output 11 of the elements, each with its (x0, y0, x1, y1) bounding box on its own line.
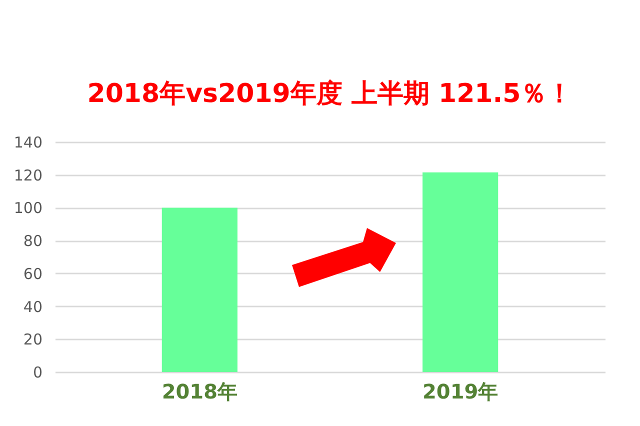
y-tick-label: 20 (23, 330, 42, 349)
y-tick-label: 40 (23, 298, 42, 316)
y-tick-label: 100 (14, 199, 42, 218)
y-tick-label: 0 (32, 364, 42, 382)
y-tick-label: 120 (14, 166, 42, 184)
y-tick-label: 60 (23, 264, 42, 283)
chart-title: 2018年vs2019年度 上半期 121.5％！ (87, 79, 573, 109)
x-tick-label: 2018年 (162, 380, 238, 404)
x-tick-label: 2019年 (422, 380, 498, 404)
y-tick-label: 80 (23, 232, 42, 250)
y-tick-label: 140 (14, 134, 42, 152)
